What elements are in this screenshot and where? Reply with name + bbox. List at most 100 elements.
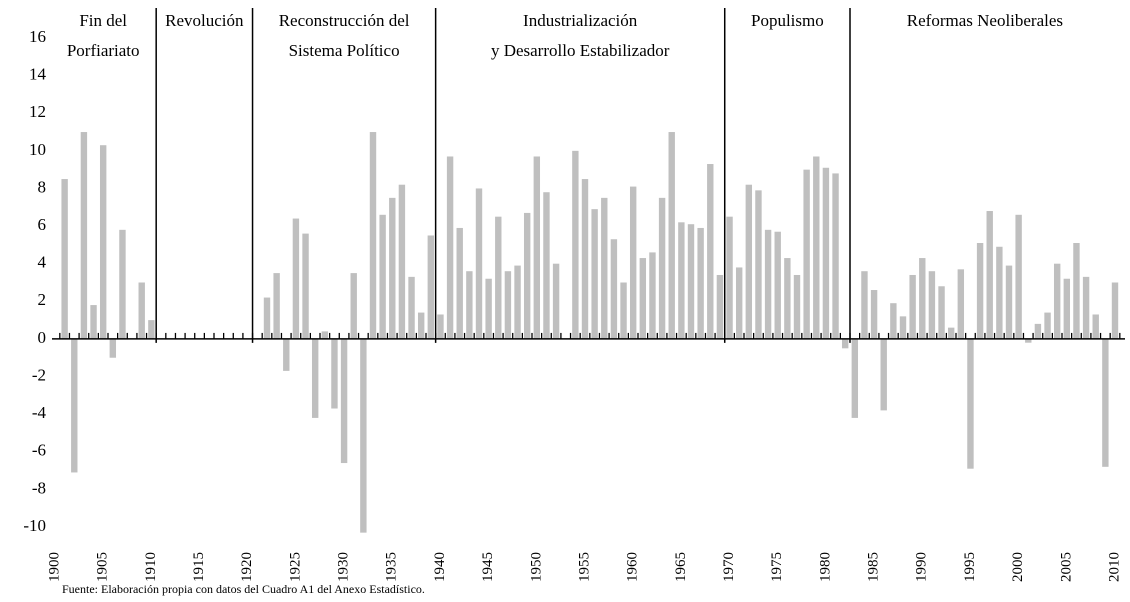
x-tick-label: 1920 bbox=[239, 552, 255, 582]
bar bbox=[947, 327, 955, 339]
x-tick-label: 1965 bbox=[673, 552, 689, 582]
bar bbox=[533, 156, 541, 339]
period-label: Reformas Neoliberales bbox=[907, 11, 1063, 30]
x-tick-label: 1925 bbox=[287, 552, 303, 582]
bar bbox=[292, 218, 300, 339]
period-label: Populismo bbox=[751, 11, 824, 30]
bar bbox=[504, 271, 512, 339]
x-tick-label: 1910 bbox=[143, 552, 159, 582]
bar bbox=[726, 216, 733, 339]
period-label: Reconstrucción del bbox=[279, 11, 410, 30]
x-tick-label: 1960 bbox=[625, 552, 641, 582]
x-tick-label: 1955 bbox=[576, 552, 592, 582]
bar bbox=[302, 233, 309, 339]
bar bbox=[880, 338, 887, 411]
bar bbox=[899, 316, 907, 339]
bar bbox=[707, 164, 714, 339]
bar bbox=[793, 274, 801, 339]
y-tick-label: -6 bbox=[32, 441, 46, 460]
bar bbox=[629, 186, 637, 339]
x-tick-label: 1970 bbox=[721, 552, 737, 582]
y-tick-label: 16 bbox=[29, 27, 46, 46]
bar bbox=[1073, 243, 1080, 339]
bar bbox=[311, 338, 319, 418]
x-tick-label: 1900 bbox=[46, 552, 62, 582]
x-tick-label: 2010 bbox=[1106, 552, 1122, 582]
x-tick-label: 1995 bbox=[962, 552, 978, 582]
bar bbox=[1053, 263, 1061, 339]
bar bbox=[398, 184, 406, 339]
bar bbox=[755, 190, 762, 339]
bar bbox=[784, 258, 791, 339]
bar bbox=[832, 173, 839, 339]
x-tick-label: 1950 bbox=[528, 552, 544, 582]
x-tick-label: 2000 bbox=[1010, 552, 1026, 582]
bar bbox=[523, 212, 531, 339]
bar bbox=[109, 338, 117, 358]
bar bbox=[283, 338, 290, 371]
x-tick-label: 1945 bbox=[480, 552, 496, 582]
bar bbox=[601, 197, 608, 339]
x-tick-label: 1905 bbox=[95, 552, 111, 582]
bar bbox=[331, 338, 338, 409]
period-label: Industrialización bbox=[523, 11, 638, 30]
bar bbox=[976, 243, 984, 339]
period-label: Sistema Político bbox=[289, 41, 400, 60]
y-tick-label: 2 bbox=[38, 290, 47, 309]
bar bbox=[687, 224, 695, 339]
bar bbox=[263, 297, 271, 339]
bar bbox=[466, 271, 473, 339]
bar bbox=[427, 235, 435, 339]
bar bbox=[1063, 278, 1071, 339]
bar bbox=[456, 227, 463, 339]
bar bbox=[986, 211, 993, 339]
bar bbox=[639, 258, 647, 339]
bar bbox=[658, 197, 666, 339]
bar bbox=[138, 282, 145, 339]
bar bbox=[822, 167, 830, 339]
y-tick-label: 12 bbox=[29, 102, 46, 121]
bar bbox=[938, 286, 945, 339]
y-tick-label: 4 bbox=[38, 253, 47, 272]
period-label: Porfiariato bbox=[67, 41, 140, 60]
bar bbox=[90, 305, 97, 339]
y-tick-label: -10 bbox=[23, 516, 46, 535]
x-tick-label: 1915 bbox=[191, 552, 207, 582]
bar bbox=[957, 269, 965, 339]
bar bbox=[591, 209, 598, 339]
y-tick-label: 0 bbox=[38, 328, 47, 347]
bar bbox=[678, 222, 685, 339]
bar bbox=[71, 338, 78, 473]
bar bbox=[1015, 214, 1022, 339]
bar bbox=[148, 320, 155, 339]
x-tick-label: 1975 bbox=[769, 552, 785, 582]
bar bbox=[369, 132, 377, 339]
bar bbox=[1092, 314, 1099, 339]
bar bbox=[446, 156, 454, 339]
x-tick-label: 2005 bbox=[1058, 552, 1074, 582]
y-tick-label: 10 bbox=[29, 140, 46, 159]
y-tick-label: 6 bbox=[38, 215, 47, 234]
bar bbox=[572, 150, 579, 339]
bar bbox=[273, 273, 280, 339]
bar bbox=[851, 338, 859, 418]
bar bbox=[610, 239, 618, 339]
bar bbox=[803, 169, 810, 339]
bar bbox=[735, 267, 743, 339]
bar bbox=[967, 338, 974, 469]
bar bbox=[485, 278, 492, 339]
bar bbox=[928, 271, 936, 339]
bar bbox=[119, 229, 126, 339]
bar bbox=[1005, 265, 1013, 339]
source-note: Fuente: Elaboración propia con datos del… bbox=[62, 582, 425, 596]
x-tick-label: 1990 bbox=[914, 552, 930, 582]
bar bbox=[697, 227, 704, 339]
bar bbox=[909, 274, 916, 339]
bar bbox=[417, 312, 425, 339]
bar bbox=[1044, 312, 1051, 339]
y-tick-label: 8 bbox=[38, 177, 47, 196]
period-label: Fin del bbox=[79, 11, 127, 30]
bar bbox=[99, 145, 107, 339]
y-tick-label: -4 bbox=[32, 403, 47, 422]
